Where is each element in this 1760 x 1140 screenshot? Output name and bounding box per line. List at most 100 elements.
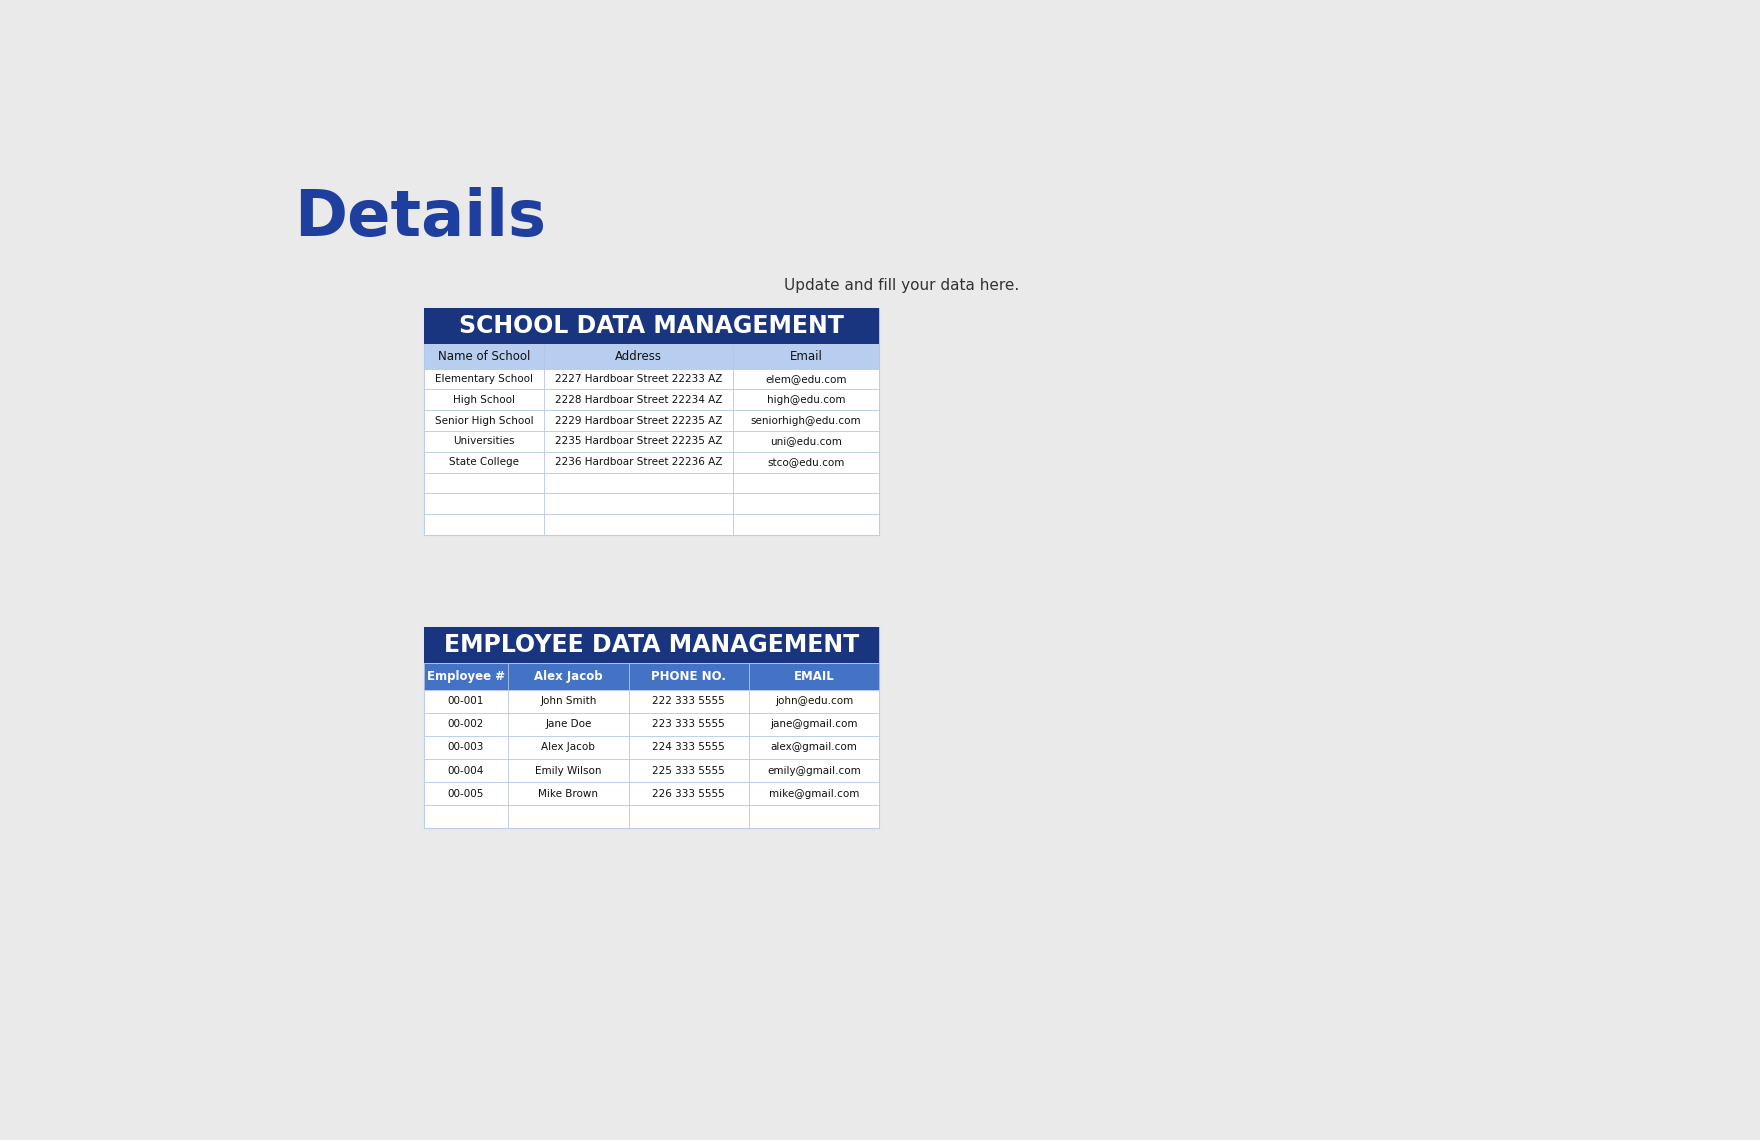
FancyBboxPatch shape: [628, 690, 750, 712]
FancyBboxPatch shape: [424, 782, 509, 805]
FancyBboxPatch shape: [509, 805, 628, 829]
Text: John Smith: John Smith: [540, 697, 597, 706]
Text: elem@edu.com: elem@edu.com: [766, 374, 847, 384]
FancyBboxPatch shape: [544, 472, 734, 494]
FancyBboxPatch shape: [734, 514, 878, 535]
Text: stco@edu.com: stco@edu.com: [767, 457, 845, 467]
FancyBboxPatch shape: [424, 390, 544, 410]
FancyBboxPatch shape: [424, 735, 509, 759]
FancyBboxPatch shape: [750, 712, 878, 735]
FancyBboxPatch shape: [424, 344, 544, 368]
Text: seniorhigh@edu.com: seniorhigh@edu.com: [752, 416, 861, 425]
FancyBboxPatch shape: [628, 759, 750, 782]
Text: 00-005: 00-005: [447, 789, 484, 799]
Text: PHONE NO.: PHONE NO.: [651, 669, 727, 683]
FancyBboxPatch shape: [424, 494, 544, 514]
FancyBboxPatch shape: [544, 344, 734, 368]
Text: mike@gmail.com: mike@gmail.com: [769, 789, 859, 799]
FancyBboxPatch shape: [734, 494, 878, 514]
Text: high@edu.com: high@edu.com: [767, 394, 845, 405]
FancyBboxPatch shape: [544, 368, 734, 390]
FancyBboxPatch shape: [734, 431, 878, 451]
Text: 226 333 5555: 226 333 5555: [653, 789, 725, 799]
FancyBboxPatch shape: [734, 344, 878, 368]
Text: SCHOOL DATA MANAGEMENT: SCHOOL DATA MANAGEMENT: [459, 314, 843, 337]
FancyBboxPatch shape: [544, 410, 734, 431]
Text: Senior High School: Senior High School: [435, 416, 533, 425]
FancyBboxPatch shape: [544, 451, 734, 472]
FancyBboxPatch shape: [424, 308, 878, 535]
FancyBboxPatch shape: [424, 805, 509, 829]
Text: Name of School: Name of School: [438, 350, 530, 363]
FancyBboxPatch shape: [628, 735, 750, 759]
FancyBboxPatch shape: [734, 472, 878, 494]
Text: 00-002: 00-002: [447, 719, 484, 730]
FancyBboxPatch shape: [509, 735, 628, 759]
Text: Update and fill your data here.: Update and fill your data here.: [785, 278, 1019, 293]
Text: 222 333 5555: 222 333 5555: [653, 697, 725, 706]
Text: 2228 Hardboar Street 22234 AZ: 2228 Hardboar Street 22234 AZ: [554, 394, 722, 405]
FancyBboxPatch shape: [734, 451, 878, 472]
FancyBboxPatch shape: [750, 690, 878, 712]
Text: 00-001: 00-001: [447, 697, 484, 706]
Text: Emily Wilson: Emily Wilson: [535, 766, 602, 775]
Text: 2235 Hardboar Street 22235 AZ: 2235 Hardboar Street 22235 AZ: [554, 437, 722, 447]
FancyBboxPatch shape: [424, 410, 544, 431]
FancyBboxPatch shape: [544, 494, 734, 514]
Text: 00-004: 00-004: [447, 766, 484, 775]
Text: 00-003: 00-003: [447, 742, 484, 752]
Text: alex@gmail.com: alex@gmail.com: [771, 742, 857, 752]
FancyBboxPatch shape: [628, 782, 750, 805]
FancyBboxPatch shape: [734, 410, 878, 431]
FancyBboxPatch shape: [424, 627, 878, 662]
Text: Alex Jacob: Alex Jacob: [542, 742, 595, 752]
Text: Mike Brown: Mike Brown: [539, 789, 598, 799]
Text: john@edu.com: john@edu.com: [774, 697, 854, 706]
Text: Details: Details: [294, 187, 546, 249]
Text: 223 333 5555: 223 333 5555: [653, 719, 725, 730]
FancyBboxPatch shape: [734, 390, 878, 410]
FancyBboxPatch shape: [544, 431, 734, 451]
FancyBboxPatch shape: [544, 390, 734, 410]
FancyBboxPatch shape: [424, 472, 544, 494]
FancyBboxPatch shape: [628, 712, 750, 735]
Text: 2227 Hardboar Street 22233 AZ: 2227 Hardboar Street 22233 AZ: [554, 374, 722, 384]
FancyBboxPatch shape: [424, 514, 544, 535]
FancyBboxPatch shape: [424, 451, 544, 472]
Text: EMAIL: EMAIL: [794, 669, 834, 683]
FancyBboxPatch shape: [424, 759, 509, 782]
FancyBboxPatch shape: [628, 662, 750, 690]
FancyBboxPatch shape: [424, 308, 878, 344]
Text: Elementary School: Elementary School: [435, 374, 533, 384]
Text: State College: State College: [449, 457, 519, 467]
Text: Address: Address: [616, 350, 662, 363]
Text: Alex Jacob: Alex Jacob: [533, 669, 602, 683]
FancyBboxPatch shape: [424, 690, 509, 712]
Text: Employee #: Employee #: [428, 669, 505, 683]
FancyBboxPatch shape: [509, 712, 628, 735]
FancyBboxPatch shape: [750, 735, 878, 759]
FancyBboxPatch shape: [509, 782, 628, 805]
Text: Jane Doe: Jane Doe: [546, 719, 591, 730]
Text: uni@edu.com: uni@edu.com: [771, 437, 841, 447]
FancyBboxPatch shape: [424, 431, 544, 451]
FancyBboxPatch shape: [750, 805, 878, 829]
Text: emily@gmail.com: emily@gmail.com: [767, 766, 861, 775]
Text: Universities: Universities: [454, 437, 516, 447]
FancyBboxPatch shape: [424, 368, 544, 390]
FancyBboxPatch shape: [734, 368, 878, 390]
Text: 225 333 5555: 225 333 5555: [653, 766, 725, 775]
Text: EMPLOYEE DATA MANAGEMENT: EMPLOYEE DATA MANAGEMENT: [444, 633, 859, 657]
FancyBboxPatch shape: [628, 805, 750, 829]
Text: 2229 Hardboar Street 22235 AZ: 2229 Hardboar Street 22235 AZ: [554, 416, 722, 425]
FancyBboxPatch shape: [509, 690, 628, 712]
Text: 224 333 5555: 224 333 5555: [653, 742, 725, 752]
FancyBboxPatch shape: [424, 662, 509, 690]
Text: 2236 Hardboar Street 22236 AZ: 2236 Hardboar Street 22236 AZ: [554, 457, 722, 467]
Text: jane@gmail.com: jane@gmail.com: [771, 719, 857, 730]
Text: High School: High School: [452, 394, 516, 405]
FancyBboxPatch shape: [424, 712, 509, 735]
FancyBboxPatch shape: [750, 662, 878, 690]
Text: Email: Email: [790, 350, 822, 363]
FancyBboxPatch shape: [509, 662, 628, 690]
